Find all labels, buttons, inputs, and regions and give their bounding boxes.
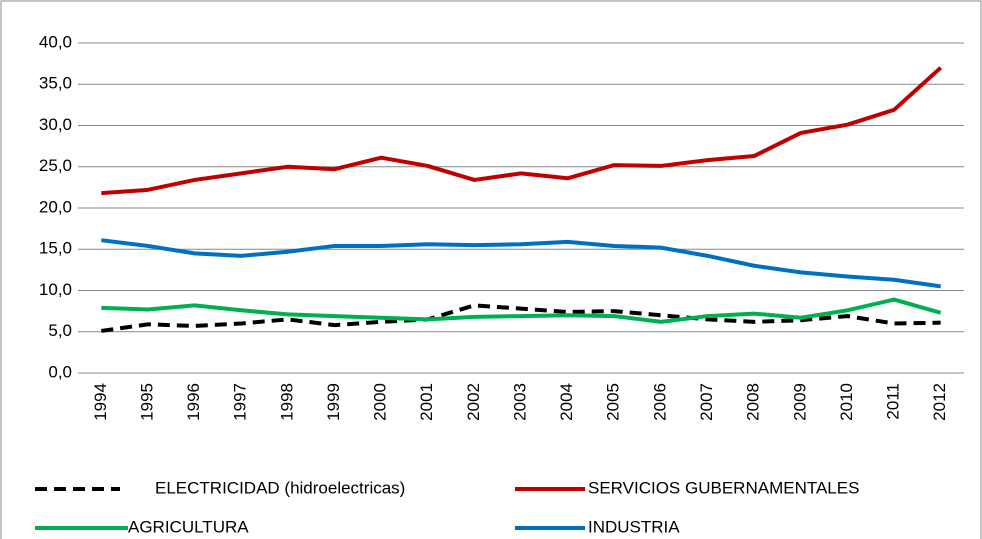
x-tick-label: 1998 [277,383,296,421]
y-tick-label: 35,0 [39,74,72,93]
series-line [101,303,941,333]
y-tick-label: 25,0 [39,156,72,175]
x-tick-label: 2004 [557,383,576,421]
series-line [101,238,941,289]
x-tick-label: 2002 [464,383,483,421]
x-tick-label: 1999 [324,383,343,421]
legend-label: ELECTRICIDAD (hidroelectricas) [155,478,405,497]
y-tick-label: 5,0 [48,321,72,340]
x-tick-label: 2007 [697,383,716,421]
x-tick-label: 1995 [137,383,156,421]
y-tick-label: 20,0 [39,197,72,216]
x-tick-label: 2005 [604,383,623,421]
series-line [101,66,943,196]
x-tick-label: 1994 [91,383,110,421]
x-tick-label: 1996 [184,383,203,421]
x-tick-label: 2008 [744,383,763,421]
y-tick-label: 10,0 [39,280,72,299]
y-tick-label: 40,0 [39,32,72,51]
x-tick-label: 1997 [231,383,250,421]
x-tick-label: 2000 [371,383,390,421]
y-tick-label: 15,0 [39,239,72,258]
x-tick-label: 2011 [884,383,903,420]
x-tick-label: 2001 [417,383,436,421]
x-tick-label: 2003 [510,383,529,421]
y-tick-label: 0,0 [48,362,72,381]
x-tick-label: 2012 [930,383,949,421]
legend-label: AGRICULTURA [128,517,249,536]
series-line [101,297,942,324]
legend-label: SERVICIOS GUBERNAMENTALES [588,478,859,497]
x-tick-label: 2009 [790,383,809,421]
x-tick-label: 2006 [650,383,669,421]
legend-label: INDUSTRIA [588,517,680,536]
y-tick-label: 30,0 [39,115,72,134]
x-tick-label: 2010 [837,383,856,421]
